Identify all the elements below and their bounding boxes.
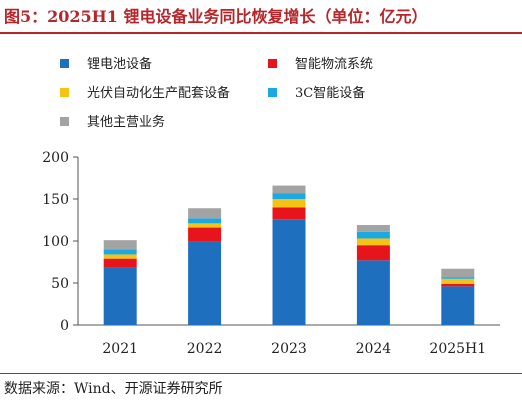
legend-swatch (268, 88, 277, 97)
bar-segment (272, 219, 306, 325)
legend-label: 光伏自动化生产配套设备 (87, 85, 230, 101)
legend-swatch (60, 117, 69, 126)
title-divider (0, 32, 522, 34)
bar-segment (188, 223, 222, 228)
x-tick-label: 2024 (356, 341, 392, 357)
bar-segment (356, 231, 390, 239)
figure-title: 图5：2025H1 锂电设备业务同比恢复增长（单位：亿元） (4, 7, 428, 26)
bar-segment (272, 193, 306, 199)
source-note: 数据来源：Wind、开源证券研究所 (4, 381, 223, 397)
legend-label: 智能物流系统 (295, 57, 373, 72)
bar-segment (272, 185, 306, 194)
bar-segment (356, 260, 390, 325)
bar-segment (103, 254, 137, 259)
bar-segment (356, 225, 390, 232)
y-tick-label: 200 (42, 150, 69, 166)
bar-segment (441, 268, 475, 278)
y-tick-label: 150 (42, 192, 69, 208)
bar-segment (188, 218, 222, 224)
legend-label: 锂电池设备 (87, 56, 152, 72)
bar-segment (356, 245, 390, 261)
legend-label: 其他主营业务 (87, 114, 165, 130)
y-tick-label: 0 (60, 318, 69, 334)
bar-segment (441, 277, 475, 279)
bar-segment (441, 286, 475, 325)
legend-swatch (60, 59, 69, 68)
bar-segment (188, 208, 222, 219)
bar-segment (272, 207, 306, 220)
y-tick-label: 50 (51, 276, 69, 292)
bar-segment (103, 240, 137, 250)
x-tick-label: 2021 (102, 341, 138, 357)
bar-segment (272, 199, 306, 208)
bar-segment (441, 278, 475, 284)
x-axis: 2021 2022 2023 2024 2025H1 (78, 324, 500, 357)
bar-segment (356, 238, 390, 246)
bar-segment (103, 267, 137, 325)
bar-segment (188, 241, 222, 325)
legend-swatch (60, 88, 69, 97)
legend-label: 3C智能设备 (295, 85, 365, 101)
y-tick-label: 100 (42, 234, 69, 250)
bar-segment (188, 227, 222, 242)
y-axis: 0 50 100 150 200 (42, 150, 79, 334)
footer-divider (0, 373, 522, 374)
legend-swatch (268, 59, 277, 68)
bars (103, 185, 475, 325)
x-tick-label: 2025H1 (429, 341, 486, 357)
bar-segment (103, 258, 137, 268)
bar-segment (103, 249, 137, 255)
x-tick-label: 2022 (187, 341, 223, 357)
x-tick-label: 2023 (271, 341, 307, 357)
bar-segment (441, 283, 475, 287)
